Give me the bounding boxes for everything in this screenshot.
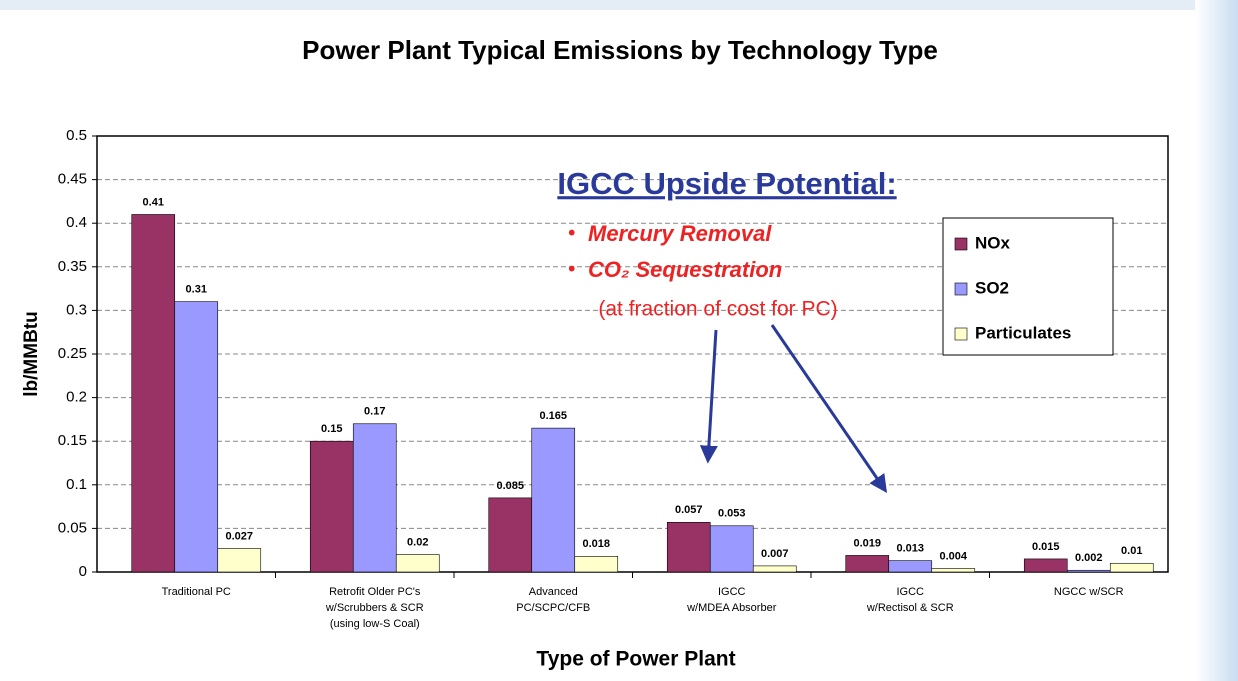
x-tick-label: w/MDEA Absorber	[686, 602, 777, 614]
bar	[531, 427, 576, 573]
y-tick-label: 0.5	[66, 127, 87, 144]
y-tick-label: 0.3	[66, 301, 87, 318]
bar	[931, 568, 976, 573]
data-label: 0.31	[186, 284, 207, 296]
legend-swatch	[954, 282, 968, 296]
bar	[488, 497, 533, 573]
x-tick-label: Advanced	[529, 586, 578, 598]
data-label: 0.02	[407, 536, 428, 548]
annotation-heading: IGCC Upside Potential:	[557, 166, 896, 201]
y-tick-label: 0	[79, 563, 87, 580]
legend-label: SO2	[975, 278, 1009, 297]
data-label: 0.085	[496, 480, 524, 492]
y-tick-label: 0.05	[58, 519, 87, 536]
bar	[174, 301, 219, 573]
y-tick-label: 0.4	[66, 214, 87, 231]
data-label: 0.15	[321, 423, 342, 435]
data-label: 0.165	[539, 410, 567, 422]
bar	[395, 554, 440, 573]
bar	[709, 525, 754, 573]
bar	[752, 565, 797, 573]
data-label: 0.015	[1032, 541, 1060, 553]
data-label: 0.004	[939, 550, 967, 562]
data-label: 0.027	[225, 530, 253, 542]
legend-label: NOx	[975, 233, 1011, 252]
bullet-dot: •	[568, 222, 575, 244]
y-tick-label: 0.2	[66, 389, 87, 406]
y-tick-label: 0.15	[58, 432, 87, 449]
bar	[845, 555, 890, 573]
bar	[574, 556, 619, 573]
x-tick-label: w/Rectisol & SCR	[866, 602, 954, 614]
legend-swatch	[954, 327, 968, 341]
data-label: 0.018	[582, 538, 610, 550]
bar	[1023, 558, 1068, 573]
arrow	[770, 324, 888, 493]
data-label: 0.17	[364, 406, 385, 418]
bar	[217, 548, 262, 573]
side-strip	[1195, 0, 1238, 681]
x-tick-label: w/Scrubbers & SCR	[325, 602, 424, 614]
x-tick-label: NGCC w/SCR	[1054, 586, 1124, 598]
top-strip	[0, 0, 1238, 10]
annotation-bullet: CO₂ Sequestration	[588, 257, 782, 282]
annotation-note: (at fraction of cost for PC)	[598, 298, 837, 321]
bar	[352, 423, 397, 573]
data-label: 0.007	[761, 548, 789, 560]
x-tick-label: IGCC	[897, 586, 925, 598]
x-tick-label: Retrofit Older PC's	[329, 586, 421, 598]
bar	[1109, 562, 1154, 573]
data-label: 0.002	[1075, 552, 1103, 564]
y-tick-label: 0.1	[66, 476, 87, 493]
y-tick-label: 0.25	[58, 345, 87, 362]
bar	[131, 214, 176, 573]
data-label: 0.019	[853, 537, 881, 549]
bar	[888, 560, 933, 573]
bar	[666, 521, 711, 573]
bar	[309, 440, 354, 573]
legend-box	[942, 217, 1114, 356]
annotation-bullet: Mercury Removal	[588, 221, 772, 246]
y-tick-label: 0.45	[58, 171, 87, 188]
x-tick-label: Traditional PC	[162, 586, 231, 598]
chart-title: Power Plant Typical Emissions by Technol…	[302, 35, 938, 65]
bar	[1066, 569, 1111, 573]
arrow	[699, 329, 718, 464]
x-tick-label: IGCC	[718, 586, 746, 598]
data-label: 0.01	[1121, 545, 1142, 557]
y-axis-label: lb/MMBtu	[21, 311, 42, 396]
plot: 0 0.05 0.1 0.15 0.2 0.25 0.3 0.35 0.4 0.45 0.5 Trad…	[58, 127, 1169, 630]
x-axis-label: Type of Power Plant	[536, 648, 735, 671]
data-label: 0.41	[143, 196, 164, 208]
data-label: 0.053	[718, 508, 746, 520]
data-label: 0.057	[675, 504, 703, 516]
legend-label: Particulates	[975, 323, 1071, 342]
x-tick-label: PC/SCPC/CFB	[516, 602, 590, 614]
legend-swatch	[954, 237, 968, 251]
x-tick-label: (using low-S Coal)	[330, 618, 420, 630]
bullet-dot: •	[568, 258, 575, 280]
y-tick-label: 0.35	[58, 258, 87, 275]
data-label: 0.013	[896, 543, 924, 555]
